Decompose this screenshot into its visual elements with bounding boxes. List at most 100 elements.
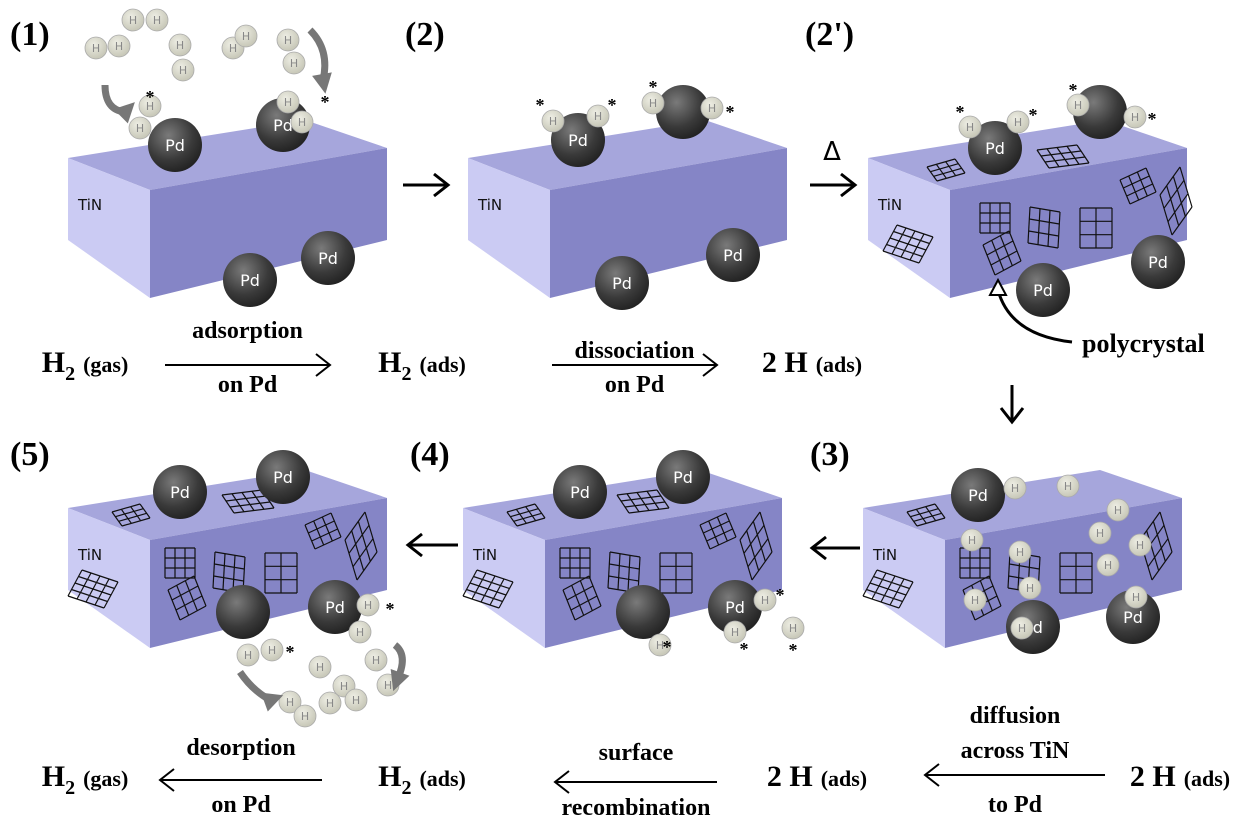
front-face xyxy=(150,148,387,298)
grain-line xyxy=(1119,179,1131,205)
grain-line xyxy=(167,575,195,591)
top-face xyxy=(468,120,787,190)
side-face xyxy=(863,508,945,648)
curved-arrow xyxy=(307,27,329,81)
grain-line xyxy=(1029,218,1060,225)
pd-label: Pd xyxy=(1148,253,1168,272)
h-atom xyxy=(586,104,610,128)
reaction-arrow-head xyxy=(315,353,332,377)
h-atom xyxy=(290,110,314,134)
crystal-grain xyxy=(264,552,298,594)
grain-line xyxy=(314,536,342,550)
front-face xyxy=(150,498,387,648)
grain-line xyxy=(925,506,937,522)
step-label: (2) xyxy=(405,16,445,53)
species-sub: 2 xyxy=(65,363,75,385)
reaction-arrow-head xyxy=(923,763,940,787)
grain-line xyxy=(120,508,132,524)
grain-line xyxy=(999,235,1013,266)
pd-particle xyxy=(223,253,277,307)
grain-line xyxy=(746,530,760,571)
grain-line xyxy=(1037,208,1041,245)
h-label: H xyxy=(966,121,974,134)
grain-line xyxy=(357,521,371,562)
h-label: H xyxy=(1104,559,1112,572)
grain-line xyxy=(628,507,670,514)
grain-line xyxy=(1040,150,1082,157)
grain-line xyxy=(982,230,1010,246)
h-label: H xyxy=(594,110,602,123)
species-state: (ads) xyxy=(821,766,867,791)
step-arrow-head xyxy=(405,532,423,558)
support-label: TiN xyxy=(472,546,497,564)
pd-particle xyxy=(308,580,362,634)
grain-line xyxy=(1028,230,1059,237)
grain-line xyxy=(616,489,658,496)
pd-particle xyxy=(551,113,605,167)
species: 2 H (ads) xyxy=(762,346,862,379)
pd-particle xyxy=(656,85,710,139)
h-atom xyxy=(278,690,302,714)
grain-line xyxy=(747,538,769,568)
species-sub: 2 xyxy=(401,363,411,385)
grain-line xyxy=(351,530,365,571)
site-marker: * xyxy=(956,102,965,122)
pd-particle xyxy=(706,228,760,282)
h-atom xyxy=(960,528,984,552)
grain-line xyxy=(617,553,621,590)
grain-line xyxy=(231,493,245,513)
grain-line xyxy=(304,512,332,526)
grain-line xyxy=(626,493,640,513)
grain-line xyxy=(709,536,737,550)
step-label: (5) xyxy=(10,436,50,473)
h-atom xyxy=(1018,576,1042,600)
grain-line xyxy=(752,521,766,562)
arrow-head xyxy=(390,668,410,692)
step-label: (3) xyxy=(810,436,850,473)
grain-line xyxy=(1128,175,1140,201)
h-atom xyxy=(958,115,982,139)
pd-particle xyxy=(656,450,710,504)
grain-line xyxy=(990,250,1018,266)
grain-line xyxy=(251,490,265,510)
pd-label: Pd xyxy=(725,598,745,617)
h-label: H xyxy=(1064,480,1072,493)
crystal-grain xyxy=(1139,511,1173,581)
h-atom xyxy=(121,8,145,32)
pd-label: Pd xyxy=(273,468,293,487)
grain-line xyxy=(115,508,144,518)
pd-label: Pd xyxy=(570,483,590,502)
pd-particle xyxy=(256,98,310,152)
grain-line xyxy=(214,551,246,558)
species-main: 2 H xyxy=(767,760,813,793)
h-label: H xyxy=(284,34,292,47)
pd-label: Pd xyxy=(985,139,1005,158)
grain-line xyxy=(954,158,966,174)
grain-line xyxy=(708,520,720,546)
grain-line xyxy=(193,575,207,607)
grain-line xyxy=(1044,156,1086,163)
pd-particle xyxy=(595,256,649,310)
h-atom xyxy=(1096,553,1120,577)
grain-line xyxy=(1057,211,1061,249)
h-atom xyxy=(723,620,747,644)
species: 2 H (ads) xyxy=(767,760,867,793)
pd-particle xyxy=(1131,235,1185,289)
crystal-grain xyxy=(462,569,514,609)
grain-line xyxy=(896,224,934,238)
h-atom xyxy=(308,655,332,679)
arrow-label: dissociation xyxy=(574,338,694,364)
h-label: H xyxy=(1016,546,1024,559)
grain-line xyxy=(304,524,316,550)
grain-line xyxy=(321,516,333,542)
h-atom xyxy=(963,588,987,612)
grain-line xyxy=(313,520,325,546)
grain-line xyxy=(1007,551,1011,589)
support-label: TiN xyxy=(77,196,102,214)
species-state: (ads) xyxy=(1184,766,1230,791)
h-label: H xyxy=(1096,527,1104,540)
site-marker: * xyxy=(740,639,749,659)
grain-line xyxy=(344,539,358,581)
grain-line xyxy=(574,605,602,621)
